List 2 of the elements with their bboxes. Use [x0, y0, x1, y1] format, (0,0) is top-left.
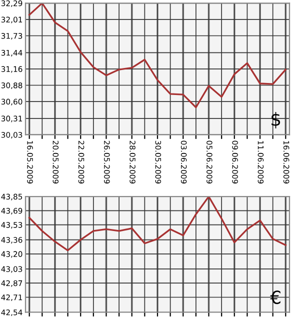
line-series — [28, 196, 286, 252]
line-series — [28, 3, 286, 108]
